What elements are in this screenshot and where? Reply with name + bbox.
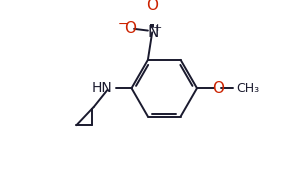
- Text: −: −: [118, 18, 128, 31]
- Text: O: O: [146, 0, 158, 13]
- Text: CH₃: CH₃: [237, 82, 260, 95]
- Text: +: +: [153, 23, 162, 33]
- Text: O: O: [124, 21, 136, 36]
- Text: N: N: [147, 25, 159, 40]
- Text: HN: HN: [92, 81, 113, 95]
- Text: O: O: [212, 81, 224, 96]
